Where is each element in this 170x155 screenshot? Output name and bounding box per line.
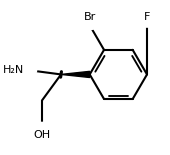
Ellipse shape (31, 122, 52, 137)
Ellipse shape (12, 61, 37, 78)
Text: OH: OH (33, 130, 50, 140)
Ellipse shape (140, 17, 154, 27)
Text: H₂N: H₂N (3, 65, 24, 75)
Text: Br: Br (84, 12, 96, 22)
Ellipse shape (79, 15, 100, 30)
Text: F: F (144, 12, 150, 22)
Polygon shape (61, 71, 90, 78)
